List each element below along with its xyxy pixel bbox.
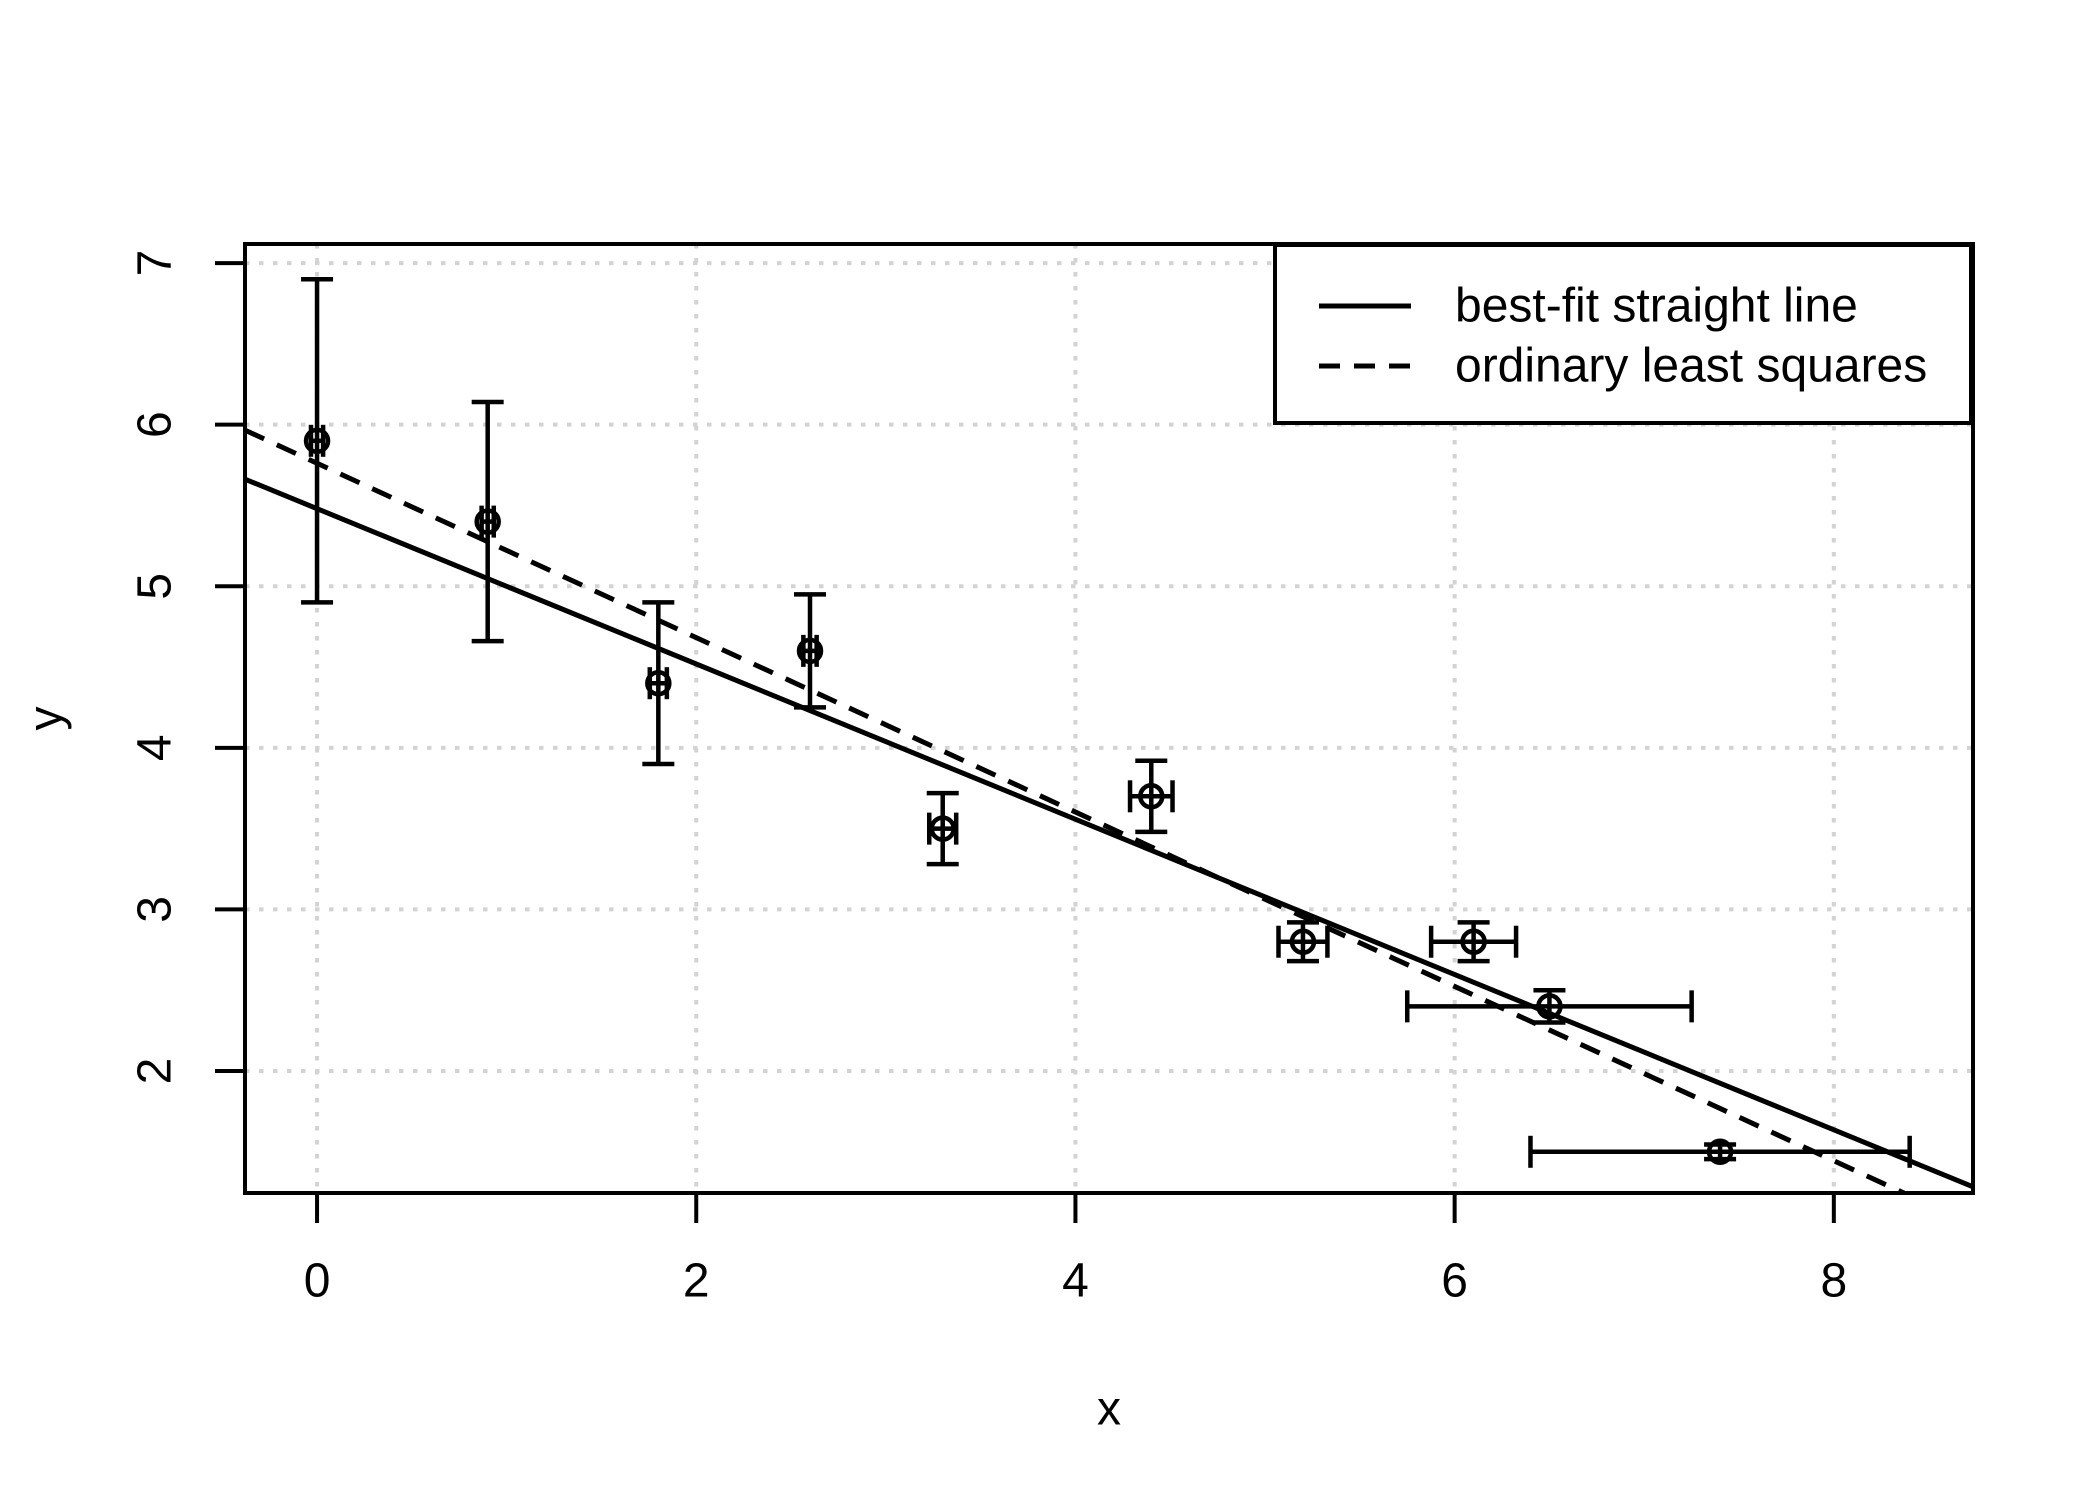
data-point: [471, 399, 504, 644]
y-tick-label: 6: [129, 411, 182, 438]
data-point-circle: [1706, 1138, 1734, 1166]
data-point-circle: [796, 637, 824, 665]
y-tick-label: 7: [129, 250, 182, 277]
data-point: [1127, 758, 1175, 835]
x-tick-label: 8: [1820, 1255, 1847, 1308]
data-point-circle: [645, 669, 672, 697]
y-tick-label: 4: [129, 734, 182, 761]
y-tick-label: 5: [129, 573, 182, 600]
legend: best-fit straight line ordinary least squ…: [1273, 243, 1973, 425]
plot-frame: [243, 242, 1975, 1195]
x-tick-label: 4: [1062, 1255, 1089, 1308]
y-axis-title: y: [20, 707, 73, 731]
data-point: [1276, 920, 1330, 964]
y-tick-label: 3: [129, 896, 182, 923]
data-point: [642, 600, 675, 767]
x-tick-label: 0: [304, 1255, 331, 1308]
y-tick-label: 2: [129, 1058, 182, 1085]
data-point: [301, 276, 334, 605]
best-fit-line: [245, 476, 1973, 1190]
data-point: [926, 790, 959, 867]
legend-label: ordinary least squares: [1455, 340, 1927, 393]
ols-line: [245, 427, 1910, 1193]
data-point-circle: [303, 427, 331, 455]
x-tick-label: 2: [683, 1255, 710, 1308]
data-point-circle: [1460, 928, 1487, 955]
data-point-circle: [474, 508, 501, 535]
data-point-circle: [929, 815, 956, 842]
data-point-circle: [1289, 928, 1317, 955]
x-axis-title: x: [1097, 1383, 1121, 1436]
legend-label: best-fit straight line: [1455, 280, 1858, 333]
data-point: [1528, 1135, 1912, 1168]
x-tick-label: 6: [1441, 1255, 1468, 1308]
data-point: [1428, 920, 1519, 964]
legend-box: [1273, 243, 1973, 425]
data-point: [1404, 987, 1694, 1025]
data-point-circle: [1138, 783, 1165, 810]
